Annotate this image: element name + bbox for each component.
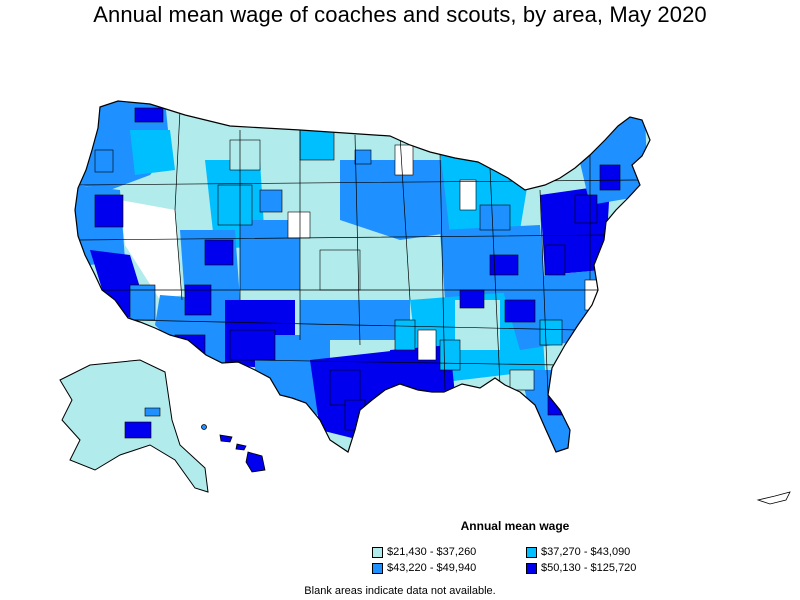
area-patch bbox=[439, 339, 461, 371]
area-patch bbox=[599, 164, 621, 191]
legend-title: Annual mean wage bbox=[460, 519, 570, 533]
area-patch bbox=[489, 254, 519, 276]
legend-swatch bbox=[372, 562, 383, 574]
area-patch bbox=[229, 139, 261, 171]
legend-label: $37,270 - $43,090 bbox=[541, 546, 631, 558]
area-patch bbox=[287, 211, 311, 239]
area-patch bbox=[229, 329, 276, 361]
area-patch bbox=[539, 319, 563, 346]
area-patch bbox=[217, 184, 253, 226]
area-patch bbox=[204, 239, 234, 266]
territory-islands bbox=[756, 491, 791, 505]
area-patch bbox=[144, 407, 161, 417]
area-patch bbox=[94, 194, 124, 228]
area-patch bbox=[354, 149, 372, 165]
area-patch bbox=[129, 284, 156, 321]
area-patches bbox=[94, 107, 621, 431]
area-patch bbox=[509, 369, 535, 391]
region-southeast-light bbox=[455, 300, 500, 350]
area-patch bbox=[344, 399, 366, 431]
area-patch bbox=[459, 179, 477, 211]
area-patch bbox=[299, 129, 335, 161]
legend-label: $21,430 - $37,260 bbox=[387, 546, 477, 558]
area-patch bbox=[174, 334, 206, 361]
legend-swatch bbox=[526, 562, 537, 574]
legend-swatch bbox=[526, 546, 537, 558]
region-upper-midwest bbox=[340, 160, 470, 240]
region-oklahoma bbox=[300, 300, 410, 340]
area-patch bbox=[544, 244, 566, 276]
area-patch bbox=[134, 107, 164, 123]
area-patch bbox=[574, 194, 598, 224]
region-nevada-nodata bbox=[120, 200, 182, 300]
area-patch bbox=[417, 329, 437, 361]
map-title: Annual mean wage of coaches and scouts, … bbox=[93, 2, 707, 27]
alaska bbox=[59, 359, 209, 493]
legend-label: $43,220 - $49,940 bbox=[387, 562, 477, 574]
region-washington-inner bbox=[130, 130, 175, 175]
legend-swatch bbox=[372, 546, 383, 558]
legend-item-tier1: $21,430 - $37,260 bbox=[372, 546, 476, 558]
area-patch bbox=[584, 279, 601, 311]
area-patch bbox=[94, 149, 114, 173]
footnote: Blank areas indicate data not available. bbox=[304, 585, 496, 597]
area-patch bbox=[259, 189, 283, 213]
area-patch bbox=[184, 284, 212, 316]
legend-item-tier2: $37,270 - $43,090 bbox=[526, 546, 630, 558]
area-patch bbox=[124, 421, 152, 439]
area-patch bbox=[459, 289, 485, 309]
area-boundaries bbox=[77, 109, 641, 396]
area-patch bbox=[394, 319, 416, 351]
legend-label: $50,130 - $125,720 bbox=[541, 562, 637, 574]
legend-item-tier3: $43,220 - $49,940 bbox=[372, 562, 476, 574]
area-patch bbox=[479, 204, 511, 231]
area-patch bbox=[504, 299, 536, 323]
legend-item-tier4: $50,130 - $125,720 bbox=[526, 562, 636, 574]
area-patch bbox=[394, 144, 414, 176]
area-patch bbox=[319, 249, 361, 291]
hawaii bbox=[201, 424, 266, 473]
